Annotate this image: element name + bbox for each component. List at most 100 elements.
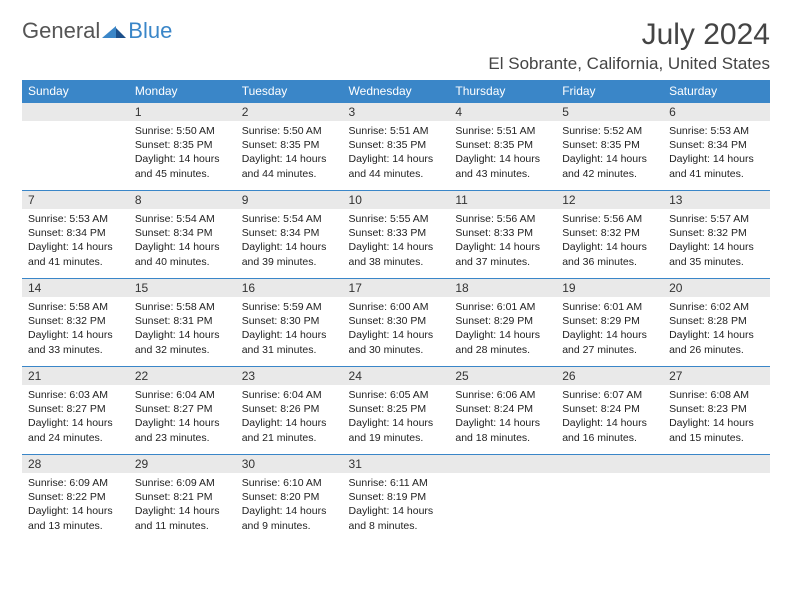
sunset-text: Sunset: 8:35 PM xyxy=(349,138,444,152)
sunrise-text: Sunrise: 5:58 AM xyxy=(28,300,123,314)
day-content: Sunrise: 6:11 AMSunset: 8:19 PMDaylight:… xyxy=(343,473,450,541)
day-number: 7 xyxy=(22,190,129,209)
logo-word2: Blue xyxy=(128,18,172,44)
sunrise-text: Sunrise: 5:55 AM xyxy=(349,212,444,226)
day-content: Sunrise: 6:10 AMSunset: 8:20 PMDaylight:… xyxy=(236,473,343,541)
daylight-text: Daylight: 14 hours and 23 minutes. xyxy=(135,416,230,444)
daylight-text: Daylight: 14 hours and 42 minutes. xyxy=(562,152,657,180)
daylight-text: Daylight: 14 hours and 32 minutes. xyxy=(135,328,230,356)
weekday-header: Wednesday xyxy=(343,80,450,102)
day-number: 11 xyxy=(449,190,556,209)
sunset-text: Sunset: 8:20 PM xyxy=(242,490,337,504)
day-number: 15 xyxy=(129,278,236,297)
day-content: Sunrise: 6:08 AMSunset: 8:23 PMDaylight:… xyxy=(663,385,770,453)
calendar-day-cell: 5Sunrise: 5:52 AMSunset: 8:35 PMDaylight… xyxy=(556,102,663,190)
daylight-text: Daylight: 14 hours and 44 minutes. xyxy=(349,152,444,180)
day-number: 2 xyxy=(236,102,343,121)
sunset-text: Sunset: 8:24 PM xyxy=(455,402,550,416)
day-number: 6 xyxy=(663,102,770,121)
daylight-text: Daylight: 14 hours and 27 minutes. xyxy=(562,328,657,356)
sunrise-text: Sunrise: 6:01 AM xyxy=(455,300,550,314)
calendar-table: Sunday Monday Tuesday Wednesday Thursday… xyxy=(22,80,770,542)
sunset-text: Sunset: 8:30 PM xyxy=(242,314,337,328)
calendar-day-cell: 10Sunrise: 5:55 AMSunset: 8:33 PMDayligh… xyxy=(343,190,450,278)
calendar-day-cell: 14Sunrise: 5:58 AMSunset: 8:32 PMDayligh… xyxy=(22,278,129,366)
day-number: 17 xyxy=(343,278,450,297)
daylight-text: Daylight: 14 hours and 28 minutes. xyxy=(455,328,550,356)
sunrise-text: Sunrise: 6:03 AM xyxy=(28,388,123,402)
calendar-day-cell: 1Sunrise: 5:50 AMSunset: 8:35 PMDaylight… xyxy=(129,102,236,190)
daylight-text: Daylight: 14 hours and 16 minutes. xyxy=(562,416,657,444)
day-content: Sunrise: 6:04 AMSunset: 8:27 PMDaylight:… xyxy=(129,385,236,453)
sunrise-text: Sunrise: 5:59 AM xyxy=(242,300,337,314)
day-content: Sunrise: 6:02 AMSunset: 8:28 PMDaylight:… xyxy=(663,297,770,365)
sunrise-text: Sunrise: 6:11 AM xyxy=(349,476,444,490)
daylight-text: Daylight: 14 hours and 43 minutes. xyxy=(455,152,550,180)
sunrise-text: Sunrise: 5:56 AM xyxy=(562,212,657,226)
sunset-text: Sunset: 8:19 PM xyxy=(349,490,444,504)
calendar-day-cell: 17Sunrise: 6:00 AMSunset: 8:30 PMDayligh… xyxy=(343,278,450,366)
sunset-text: Sunset: 8:30 PM xyxy=(349,314,444,328)
sunset-text: Sunset: 8:34 PM xyxy=(242,226,337,240)
day-content: Sunrise: 5:54 AMSunset: 8:34 PMDaylight:… xyxy=(236,209,343,277)
sunrise-text: Sunrise: 6:04 AM xyxy=(242,388,337,402)
day-number: 20 xyxy=(663,278,770,297)
day-content xyxy=(22,121,129,132)
sunrise-text: Sunrise: 6:09 AM xyxy=(135,476,230,490)
calendar-week-row: 7Sunrise: 5:53 AMSunset: 8:34 PMDaylight… xyxy=(22,190,770,278)
sunrise-text: Sunrise: 6:04 AM xyxy=(135,388,230,402)
sunrise-text: Sunrise: 5:57 AM xyxy=(669,212,764,226)
sunset-text: Sunset: 8:24 PM xyxy=(562,402,657,416)
day-content: Sunrise: 6:04 AMSunset: 8:26 PMDaylight:… xyxy=(236,385,343,453)
calendar-day-cell xyxy=(449,454,556,542)
day-number: 31 xyxy=(343,454,450,473)
sunset-text: Sunset: 8:33 PM xyxy=(455,226,550,240)
calendar-day-cell: 12Sunrise: 5:56 AMSunset: 8:32 PMDayligh… xyxy=(556,190,663,278)
sunset-text: Sunset: 8:34 PM xyxy=(28,226,123,240)
logo-word1: General xyxy=(22,18,100,44)
day-number: 4 xyxy=(449,102,556,121)
day-number: 23 xyxy=(236,366,343,385)
day-number: 19 xyxy=(556,278,663,297)
day-content: Sunrise: 6:05 AMSunset: 8:25 PMDaylight:… xyxy=(343,385,450,453)
sunset-text: Sunset: 8:27 PM xyxy=(135,402,230,416)
day-content: Sunrise: 5:59 AMSunset: 8:30 PMDaylight:… xyxy=(236,297,343,365)
sunrise-text: Sunrise: 5:51 AM xyxy=(455,124,550,138)
calendar-day-cell: 27Sunrise: 6:08 AMSunset: 8:23 PMDayligh… xyxy=(663,366,770,454)
sunrise-text: Sunrise: 5:50 AM xyxy=(242,124,337,138)
daylight-text: Daylight: 14 hours and 40 minutes. xyxy=(135,240,230,268)
daylight-text: Daylight: 14 hours and 31 minutes. xyxy=(242,328,337,356)
day-number: 9 xyxy=(236,190,343,209)
daylight-text: Daylight: 14 hours and 41 minutes. xyxy=(28,240,123,268)
title-block: July 2024 El Sobrante, California, Unite… xyxy=(488,18,770,74)
calendar-day-cell: 29Sunrise: 6:09 AMSunset: 8:21 PMDayligh… xyxy=(129,454,236,542)
sunrise-text: Sunrise: 5:50 AM xyxy=(135,124,230,138)
calendar-day-cell: 22Sunrise: 6:04 AMSunset: 8:27 PMDayligh… xyxy=(129,366,236,454)
day-content: Sunrise: 5:50 AMSunset: 8:35 PMDaylight:… xyxy=(129,121,236,189)
sunrise-text: Sunrise: 5:54 AM xyxy=(135,212,230,226)
day-number: 1 xyxy=(129,102,236,121)
day-number: 8 xyxy=(129,190,236,209)
calendar-day-cell: 3Sunrise: 5:51 AMSunset: 8:35 PMDaylight… xyxy=(343,102,450,190)
sunset-text: Sunset: 8:22 PM xyxy=(28,490,123,504)
day-content xyxy=(556,473,663,484)
day-content: Sunrise: 5:56 AMSunset: 8:33 PMDaylight:… xyxy=(449,209,556,277)
calendar-week-row: 14Sunrise: 5:58 AMSunset: 8:32 PMDayligh… xyxy=(22,278,770,366)
day-number xyxy=(556,454,663,473)
sunset-text: Sunset: 8:21 PM xyxy=(135,490,230,504)
sunrise-text: Sunrise: 6:01 AM xyxy=(562,300,657,314)
day-number: 30 xyxy=(236,454,343,473)
daylight-text: Daylight: 14 hours and 26 minutes. xyxy=(669,328,764,356)
day-number: 16 xyxy=(236,278,343,297)
sunrise-text: Sunrise: 6:00 AM xyxy=(349,300,444,314)
calendar-day-cell: 30Sunrise: 6:10 AMSunset: 8:20 PMDayligh… xyxy=(236,454,343,542)
calendar-day-cell xyxy=(556,454,663,542)
day-content: Sunrise: 5:58 AMSunset: 8:32 PMDaylight:… xyxy=(22,297,129,365)
calendar-day-cell: 16Sunrise: 5:59 AMSunset: 8:30 PMDayligh… xyxy=(236,278,343,366)
daylight-text: Daylight: 14 hours and 18 minutes. xyxy=(455,416,550,444)
day-number xyxy=(663,454,770,473)
sunrise-text: Sunrise: 5:53 AM xyxy=(28,212,123,226)
sunset-text: Sunset: 8:35 PM xyxy=(455,138,550,152)
page-header: General Blue July 2024 El Sobrante, Cali… xyxy=(22,18,770,74)
sunrise-text: Sunrise: 6:06 AM xyxy=(455,388,550,402)
